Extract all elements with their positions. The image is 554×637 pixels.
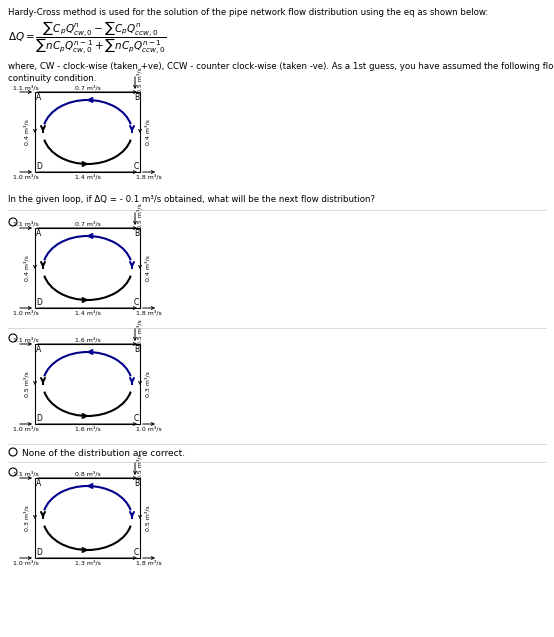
Text: C: C <box>134 414 139 423</box>
Text: 0.5 m³/s: 0.5 m³/s <box>137 203 142 229</box>
Text: 1.0 m³/s: 1.0 m³/s <box>13 174 39 180</box>
Text: 0.3 m³/s: 0.3 m³/s <box>24 505 30 531</box>
Text: B: B <box>134 479 139 488</box>
Bar <box>35 228 140 308</box>
Text: 1.3 m³/s: 1.3 m³/s <box>75 560 100 566</box>
Bar <box>35 478 140 558</box>
Text: 0.4 m³/s: 0.4 m³/s <box>145 255 151 281</box>
Text: 1.0 m³/s: 1.0 m³/s <box>13 310 39 315</box>
Text: 1.8 m³/s: 1.8 m³/s <box>136 560 162 566</box>
Text: B: B <box>134 93 139 102</box>
Text: 1.4 m³/s: 1.4 m³/s <box>75 174 100 180</box>
Text: D: D <box>36 298 42 307</box>
Text: 0.3 m³/s: 0.3 m³/s <box>145 371 151 397</box>
Text: B: B <box>134 229 139 238</box>
Text: 0.5 m³/s: 0.5 m³/s <box>137 319 142 345</box>
Text: 0.4 m³/s: 0.4 m³/s <box>24 255 30 281</box>
Text: B: B <box>134 345 139 354</box>
Text: D: D <box>36 414 42 423</box>
Text: 1.6 m³/s: 1.6 m³/s <box>75 336 100 342</box>
Text: where, CW - clock-wise (taken +ve), CCW - counter clock-wise (taken -ve). As a 1: where, CW - clock-wise (taken +ve), CCW … <box>8 62 554 83</box>
Text: In the given loop, if ΔQ = - 0.1 m³/s obtained, what will be the next flow distr: In the given loop, if ΔQ = - 0.1 m³/s ob… <box>8 195 375 204</box>
Text: 1.0 m³/s: 1.0 m³/s <box>13 560 39 566</box>
Text: A: A <box>36 479 41 488</box>
Text: D: D <box>36 162 42 171</box>
Text: 0.7 m³/s: 0.7 m³/s <box>75 220 100 226</box>
Text: 1.1 m³/s: 1.1 m³/s <box>13 336 39 342</box>
Text: 0.5 m³/s: 0.5 m³/s <box>145 505 151 531</box>
Text: 0.8 m³/s: 0.8 m³/s <box>75 471 100 476</box>
Text: 0.5 m³/s: 0.5 m³/s <box>137 67 142 93</box>
Bar <box>35 344 140 424</box>
Text: C: C <box>134 298 139 307</box>
Text: A: A <box>36 93 41 102</box>
Bar <box>35 92 140 172</box>
Text: 0.4 m³/s: 0.4 m³/s <box>24 119 30 145</box>
Text: 1.0 m³/s: 1.0 m³/s <box>136 426 162 431</box>
Text: 1.8 m³/s: 1.8 m³/s <box>136 310 162 315</box>
Text: 1.4 m³/s: 1.4 m³/s <box>75 310 100 315</box>
Text: 0.4 m³/s: 0.4 m³/s <box>145 119 151 145</box>
Text: 1.1 m³/s: 1.1 m³/s <box>13 220 39 226</box>
Text: A: A <box>36 229 41 238</box>
Text: None of the distribution are correct.: None of the distribution are correct. <box>22 449 185 458</box>
Text: 0.5 m³/s: 0.5 m³/s <box>137 453 142 479</box>
Text: C: C <box>134 162 139 171</box>
Text: 1.1 m³/s: 1.1 m³/s <box>13 471 39 476</box>
Text: 1.8 m³/s: 1.8 m³/s <box>136 174 162 180</box>
Text: 1.0 m³/s: 1.0 m³/s <box>13 426 39 431</box>
Text: 1.6 m³/s: 1.6 m³/s <box>75 426 100 431</box>
Text: C: C <box>134 548 139 557</box>
Text: $\Delta Q = \dfrac{\sum C_pQ^n_{cw,0} - \sum C_pQ^n_{ccw,0}}{\sum nC_pQ^{n-1}_{c: $\Delta Q = \dfrac{\sum C_pQ^n_{cw,0} - … <box>8 20 166 57</box>
Text: 0.5 m³/s: 0.5 m³/s <box>24 371 30 397</box>
Text: 1.1 m³/s: 1.1 m³/s <box>13 85 39 90</box>
Text: Hardy-Cross method is used for the solution of the pipe network flow distributio: Hardy-Cross method is used for the solut… <box>8 8 488 17</box>
Text: A: A <box>36 345 41 354</box>
Text: D: D <box>36 548 42 557</box>
Text: 0.7 m³/s: 0.7 m³/s <box>75 85 100 90</box>
